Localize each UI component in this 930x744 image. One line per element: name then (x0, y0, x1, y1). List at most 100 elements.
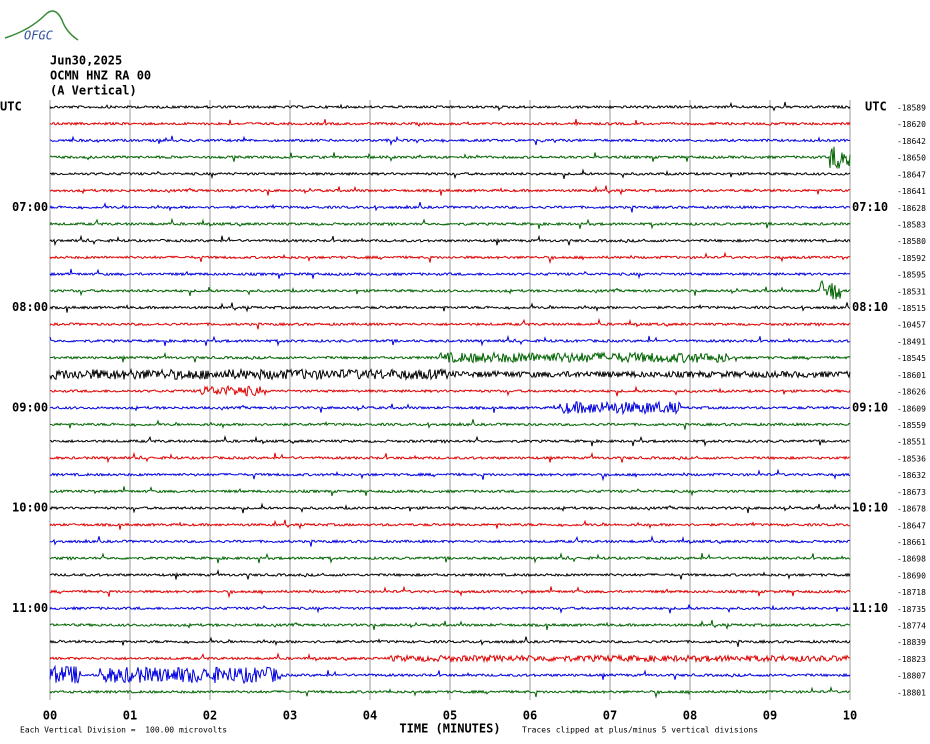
trace (49, 168, 851, 180)
offset-label: -18650 (897, 154, 926, 163)
scale-note: Each Vertical Division = 100.00 microvol… (20, 726, 227, 735)
trace (49, 434, 851, 447)
offset-label: -18515 (897, 304, 926, 313)
trace (49, 119, 851, 128)
trace (49, 486, 851, 497)
plot: 00 01 02 03 04 05 06 07 08 09 10 -18589 -18620 -18642… (12, 100, 926, 723)
trace (49, 367, 851, 381)
x-tick-label: 00 (43, 709, 57, 723)
trace (49, 685, 850, 699)
offset-label: -18626 (897, 388, 926, 397)
offset-label: -18673 (897, 488, 926, 497)
offset-label: -18601 (897, 371, 926, 380)
trace (49, 185, 851, 196)
date: Jun30,2025 (50, 54, 122, 68)
hour-label: 08:10 (852, 300, 888, 314)
offset-label: -18807 (897, 672, 926, 681)
trace (49, 652, 851, 664)
offset-label: -18647 (897, 521, 926, 530)
offset-label: -18690 (897, 571, 926, 580)
trace (49, 619, 851, 631)
hour-label: 10:00 (12, 501, 48, 515)
trace (49, 535, 851, 547)
offset-label: -18620 (897, 120, 926, 129)
trace (49, 636, 851, 647)
hour-label: 11:10 (852, 601, 888, 615)
x-tick-label: 10 (843, 709, 857, 723)
trace (49, 217, 851, 230)
offset-label: -18801 (897, 688, 926, 697)
trace (49, 351, 851, 364)
offset-label: -18595 (897, 271, 926, 280)
offset-label: -18609 (897, 404, 926, 413)
offset-label: -18823 (897, 655, 926, 664)
offset-label: -18647 (897, 170, 926, 179)
x-title: TIME (MINUTES) (399, 722, 500, 736)
offset-label: -18628 (897, 204, 926, 213)
offset-label: -18491 (897, 337, 926, 346)
offset-label: -18641 (897, 187, 926, 196)
logo-arc (4, 10, 79, 41)
trace (49, 568, 851, 580)
offset-label: -18536 (897, 454, 926, 463)
x-tick-label: 05 (443, 709, 457, 723)
offset-label: -18545 (897, 354, 926, 363)
hour-label: 10:10 (852, 501, 888, 515)
x-tick-label: 09 (763, 709, 777, 723)
x-tick-label: 08 (683, 709, 697, 723)
trace (49, 334, 851, 347)
hour-label: 07:10 (852, 200, 888, 214)
trace (49, 419, 851, 430)
offset-label: -18632 (897, 471, 926, 480)
hour-label: 09:00 (12, 400, 48, 414)
offset-label: -18839 (897, 638, 926, 647)
offset-label: -18592 (897, 254, 926, 263)
trace (49, 384, 851, 397)
hour-label: 09:10 (852, 400, 888, 414)
offset-label: -18698 (897, 555, 926, 564)
offset-label: -18718 (897, 588, 926, 597)
station: OCMN HNZ RA 00 (50, 69, 151, 83)
offset-label: -10457 (897, 321, 926, 330)
offset-label: -18678 (897, 505, 926, 514)
trace (49, 268, 851, 280)
trace (49, 101, 851, 112)
trace (49, 302, 851, 313)
hour-label: 11:00 (12, 601, 48, 615)
x-tick-label: 02 (203, 709, 217, 723)
hour-label: 07:00 (12, 200, 48, 214)
x-tick-label: 01 (123, 709, 137, 723)
trace (49, 585, 851, 599)
trace (49, 502, 851, 514)
trace (49, 604, 851, 614)
trace (49, 317, 851, 330)
trace (49, 146, 851, 170)
trace (49, 451, 851, 464)
offset-label: -18735 (897, 605, 926, 614)
offset-label: -18774 (897, 622, 926, 631)
x-tick-label: 03 (283, 709, 297, 723)
trace (49, 664, 851, 685)
trace (49, 400, 851, 416)
x-tick-label: 07 (603, 709, 617, 723)
trace (49, 552, 851, 564)
offset-label: -18551 (897, 438, 926, 447)
trace (49, 135, 851, 147)
offset-label: -18642 (897, 137, 926, 146)
logo: OFGC (24, 29, 54, 43)
component: (A Vertical) (50, 84, 137, 98)
offset-label: -18559 (897, 421, 926, 430)
offset-label: -18531 (897, 287, 926, 296)
offset-label: -18583 (897, 220, 926, 229)
x-tick-label: 06 (523, 709, 537, 723)
trace (49, 234, 851, 247)
left-title: UTC (0, 100, 22, 114)
hour-label: 08:00 (12, 300, 48, 314)
clip-note: Traces clipped at plus/minus 5 vertical … (522, 726, 758, 735)
trace (49, 251, 851, 265)
trace (49, 468, 851, 482)
x-tick-label: 04 (363, 709, 377, 723)
trace (49, 279, 851, 300)
offset-label: -18661 (897, 538, 926, 547)
